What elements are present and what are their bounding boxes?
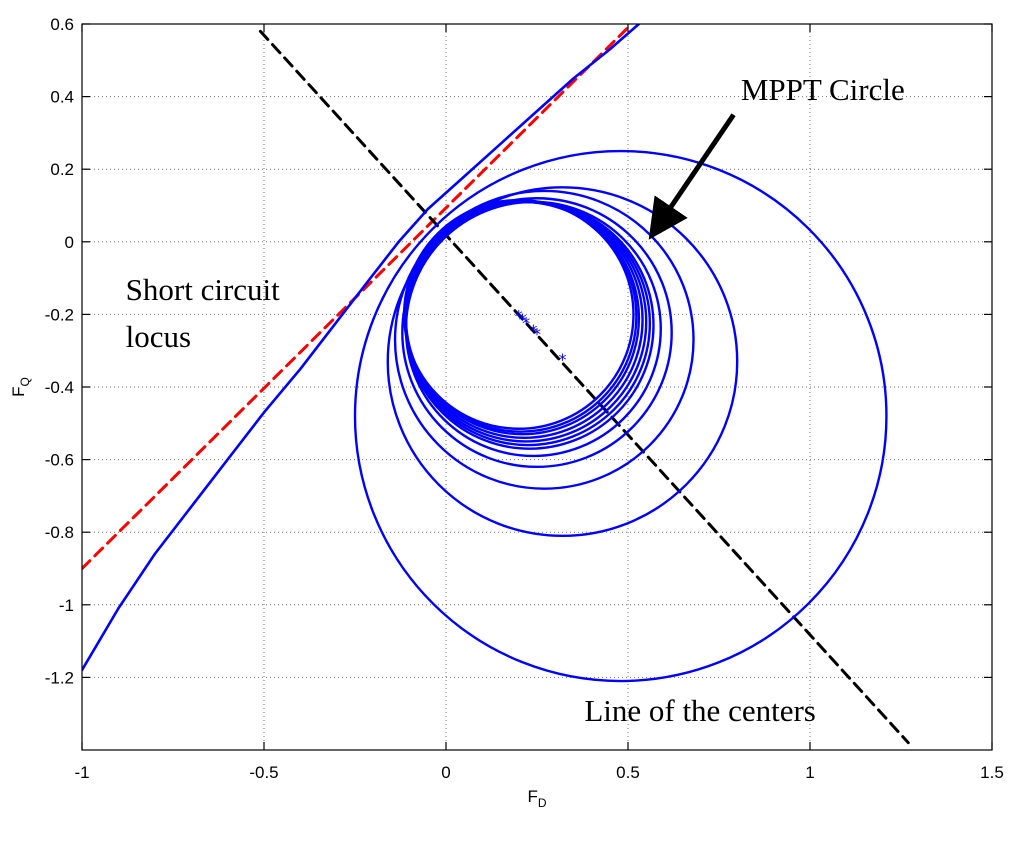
center-marker: * [533,325,541,344]
x-axis-label: FD [527,787,546,810]
y-tick-label: -0.4 [45,378,74,397]
y-tick-label: -0.2 [45,305,74,324]
x-axis-label-main: F [527,787,537,806]
y-axis-label-sub: Q [18,377,32,386]
y-tick-label: 0 [65,233,74,252]
y-tick-label: -1.2 [45,668,74,687]
trajectory-circle [393,189,695,490]
x-tick-label: 1 [805,763,814,782]
center-marker: * [529,321,537,340]
center-marker: * [518,310,526,329]
trajectory-curve [397,24,641,244]
dashed-reference-line [258,29,910,745]
y-axis-label-main: F [9,386,28,396]
x-tick-label: 0 [441,763,450,782]
y-axis-label: FQ [9,377,32,397]
chart-annotation: Short circuit [126,272,280,307]
y-tick-label: -1 [59,596,74,615]
mppt-arrow [648,113,736,240]
chart-annotation: locus [126,319,191,354]
center-marker: * [558,350,566,369]
trajectory-curve [82,240,401,672]
x-tick-label: 1.5 [980,763,1004,782]
x-tick-label: 0.5 [616,763,640,782]
plot-area: *** *** [82,24,910,745]
y-tick-label: -0.6 [45,451,74,470]
y-tick-label: 0.4 [50,88,74,107]
trajectory-circle [386,186,739,538]
trajectory-circle [402,198,635,430]
grid [81,23,993,750]
chart-annotation: MPPT Circle [741,72,905,107]
y-tick-label: 0.6 [50,15,74,34]
trajectory-circle [353,149,888,683]
x-tick-label: -0.5 [249,763,278,782]
y-tick-label: -0.8 [45,523,74,542]
y-tick-label: 0.2 [50,160,74,179]
axis-ticks [81,23,993,750]
center-marker: * [515,306,523,325]
x-tick-label: -1 [74,763,89,782]
chart-annotation: Line of the centers [584,693,816,728]
x-axis-label-sub: D [538,796,547,810]
center-marker: * [522,314,530,333]
trajectory-circle [401,197,673,469]
